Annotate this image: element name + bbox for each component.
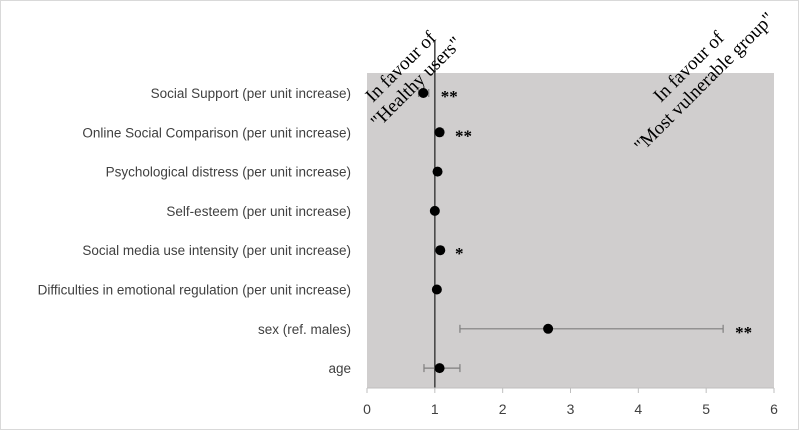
point-estimate (418, 88, 429, 98)
point-estimate (432, 166, 443, 177)
x-tick-label: 0 (363, 401, 371, 417)
category-label: Psychological distress (per unit increas… (106, 165, 351, 180)
category-label: sex (ref. males) (258, 322, 351, 337)
point-estimate (431, 284, 442, 295)
category-label: Online Social Comparison (per unit incre… (82, 125, 351, 140)
point-estimate (434, 363, 445, 374)
x-tick-label: 2 (499, 401, 507, 417)
plot-area (367, 73, 774, 388)
significance-label: * (455, 244, 464, 263)
point-estimate (543, 323, 554, 334)
category-label: Self-esteem (per unit increase) (166, 204, 351, 219)
x-tick-label: 3 (567, 401, 575, 417)
category-label: Social media use intensity (per unit inc… (82, 243, 351, 258)
significance-label: ** (441, 87, 458, 106)
significance-label: ** (455, 126, 472, 145)
y-axis-labels: Social Support (per unit increase) Online… (38, 86, 351, 376)
point-estimate (434, 127, 445, 138)
x-axis: 0 1 2 3 4 5 6 (363, 387, 778, 417)
category-label: age (328, 361, 351, 376)
category-label: Social Support (per unit increase) (151, 86, 351, 101)
point-estimate (429, 205, 440, 216)
x-tick-label: 5 (702, 401, 710, 417)
x-tick-label: 1 (431, 401, 439, 417)
x-tick-label: 6 (770, 401, 778, 417)
x-tick-label: 4 (634, 401, 642, 417)
significance-label: ** (735, 323, 752, 342)
point-estimate (435, 245, 446, 256)
category-label: Difficulties in emotional regulation (pe… (38, 283, 351, 298)
chart-marks: ******* (417, 40, 752, 388)
